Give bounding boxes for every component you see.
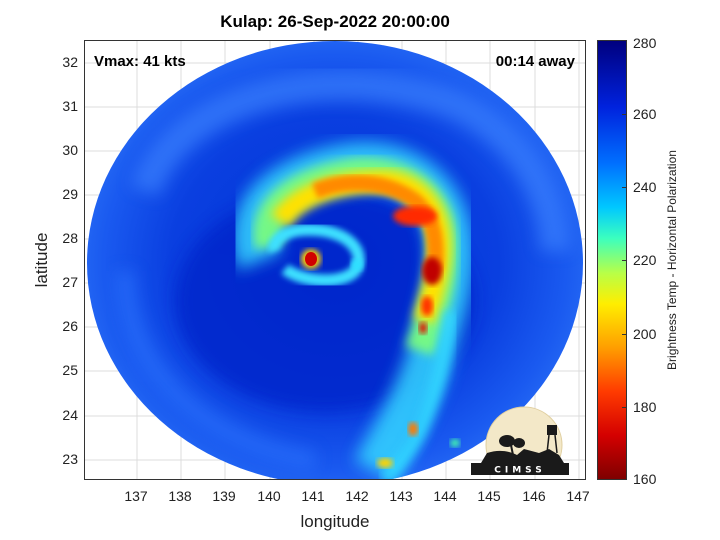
x-tick-label: 141 — [301, 488, 325, 504]
y-tick-label: 26 — [62, 318, 78, 334]
colorbar-tick-label: 240 — [633, 179, 657, 195]
x-axis-label: longitude — [300, 512, 370, 531]
y-tick-label: 24 — [62, 407, 78, 423]
y-tick-label: 23 — [62, 451, 78, 467]
x-tick-label: 138 — [168, 488, 192, 504]
x-tick-label: 143 — [389, 488, 413, 504]
y-tick-label: 27 — [62, 274, 78, 290]
brightness-temperature-image — [85, 41, 585, 479]
y-tick-label: 31 — [62, 98, 78, 114]
colorbar-tick-label: 280 — [633, 35, 657, 51]
x-tick-label: 139 — [212, 488, 236, 504]
vmax-label: Vmax: 41 kts — [94, 53, 186, 70]
colorbar-tick-label: 260 — [633, 106, 657, 122]
colorbar-tick-label: 200 — [633, 326, 657, 342]
x-tick-label: 145 — [477, 488, 501, 504]
y-tick-label: 28 — [62, 230, 78, 246]
colorbar-tick-mark — [622, 407, 627, 408]
y-axis-label: latitude — [32, 232, 51, 288]
colorbar-tick-mark — [622, 114, 627, 115]
y-tick-label: 32 — [62, 54, 78, 70]
y-tick-label: 29 — [62, 186, 78, 202]
colorbar-tick-label: 160 — [633, 471, 657, 487]
map-title: Kulap: 26-Sep-2022 20:00:00 — [220, 12, 450, 31]
x-tick-label: 142 — [345, 488, 369, 504]
colorbar-tick-label: 220 — [633, 252, 657, 268]
x-tick-label: 137 — [124, 488, 148, 504]
colorbar-tick-label: 180 — [633, 399, 657, 415]
logo-text: CIMSS — [494, 466, 545, 476]
y-tick-label: 30 — [62, 142, 78, 158]
colorbar-tick-mark — [622, 260, 627, 261]
map-plot-area — [84, 40, 586, 480]
x-tick-label: 144 — [433, 488, 457, 504]
colorbar-tick-mark — [622, 334, 627, 335]
colorbar-label: Brightness Temp - Horizontal Polarizatio… — [665, 150, 679, 370]
x-tick-label: 140 — [257, 488, 281, 504]
x-tick-label: 146 — [522, 488, 546, 504]
x-tick-label: 147 — [566, 488, 590, 504]
time-away-label: 00:14 away — [495, 53, 575, 70]
colorbar-tick-mark — [622, 187, 627, 188]
cimss-logo: CIMSS — [471, 406, 569, 476]
y-tick-label: 25 — [62, 362, 78, 378]
